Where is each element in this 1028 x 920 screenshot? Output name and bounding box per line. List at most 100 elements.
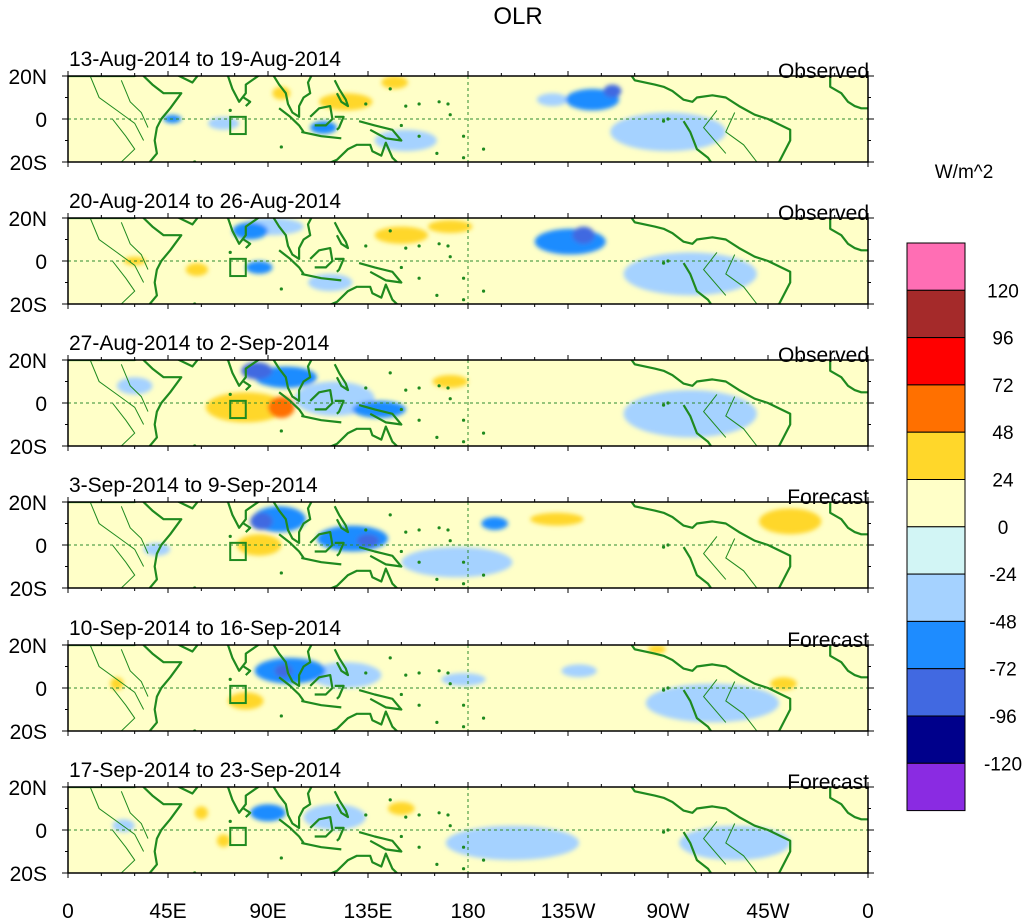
anomaly-blob bbox=[310, 662, 382, 688]
island bbox=[404, 815, 408, 819]
coastline bbox=[328, 852, 399, 873]
island bbox=[448, 113, 452, 117]
island bbox=[364, 386, 368, 390]
map-panel: 20N 0 20S 17-Sep-2014 to 23-Sep-2014 Forecas… bbox=[8, 759, 874, 886]
country-border bbox=[120, 364, 149, 412]
coastline bbox=[309, 815, 334, 838]
island bbox=[661, 688, 666, 692]
region-box bbox=[229, 257, 247, 278]
coastline bbox=[301, 414, 342, 424]
coastline bbox=[68, 218, 183, 304]
lat-tick-label: 20N bbox=[8, 66, 47, 89]
coastline bbox=[328, 710, 399, 731]
island bbox=[661, 545, 666, 549]
island bbox=[446, 244, 450, 248]
coastline bbox=[829, 218, 868, 252]
anomaly-blob bbox=[381, 76, 408, 89]
island bbox=[661, 403, 666, 407]
island bbox=[228, 108, 232, 112]
colorbar-label: 0 bbox=[998, 518, 1009, 539]
island bbox=[364, 102, 368, 106]
coastline bbox=[242, 96, 252, 107]
island bbox=[461, 298, 466, 302]
island bbox=[661, 119, 666, 123]
coastline bbox=[333, 79, 350, 108]
island bbox=[404, 104, 408, 108]
anomaly-blob bbox=[534, 228, 606, 255]
coastline bbox=[68, 360, 183, 446]
anomaly-blob bbox=[236, 534, 282, 556]
coastline bbox=[829, 645, 868, 679]
island bbox=[388, 513, 392, 517]
country-border bbox=[112, 402, 136, 446]
country-border bbox=[702, 394, 727, 438]
coastline bbox=[242, 380, 252, 391]
island bbox=[279, 856, 283, 860]
island bbox=[279, 714, 283, 718]
island bbox=[417, 418, 421, 422]
panel-ticks bbox=[62, 497, 874, 593]
island bbox=[388, 87, 392, 91]
anomaly-field bbox=[110, 645, 797, 723]
coastline bbox=[682, 404, 713, 446]
island bbox=[437, 100, 441, 104]
island bbox=[435, 151, 439, 155]
region-box bbox=[229, 684, 247, 705]
anomaly-blob bbox=[216, 834, 231, 848]
coastline bbox=[630, 218, 792, 304]
panels-group: 20N 0 20S 13-Aug-2014 to 19-Aug-2014 Observe… bbox=[8, 48, 874, 886]
colorbar-label: -48 bbox=[989, 612, 1016, 633]
anomaly-blob bbox=[194, 806, 208, 820]
country-border bbox=[89, 218, 145, 283]
island bbox=[461, 725, 466, 729]
island bbox=[404, 246, 408, 250]
anomaly-blob bbox=[603, 84, 622, 98]
panel-kind-label: Forecast bbox=[787, 771, 869, 794]
coastline bbox=[309, 673, 334, 696]
coastline bbox=[358, 546, 403, 568]
map-panel: 20N 0 20S 27-Aug-2014 to 2-Sep-2014 Observed bbox=[8, 332, 874, 459]
colorbar-swatch bbox=[906, 715, 966, 764]
coastline bbox=[333, 505, 350, 534]
panel-ticks bbox=[62, 782, 874, 878]
anomaly-blob bbox=[481, 517, 508, 530]
coastline bbox=[334, 399, 345, 415]
island bbox=[404, 673, 408, 677]
lon-tick-label: 45W bbox=[746, 900, 789, 920]
anomaly-blob bbox=[536, 93, 568, 107]
anomaly-field bbox=[163, 76, 726, 152]
lat-tick-label: 20S bbox=[10, 578, 47, 601]
country-border bbox=[112, 687, 136, 731]
island bbox=[388, 229, 392, 233]
island bbox=[364, 244, 368, 248]
coastlines bbox=[68, 645, 868, 731]
coastline bbox=[334, 826, 345, 842]
lat-tick-label: 0 bbox=[35, 820, 47, 843]
coastline bbox=[358, 404, 403, 426]
country-border bbox=[725, 538, 758, 588]
coastline bbox=[682, 546, 713, 588]
coastline bbox=[682, 831, 713, 873]
anomaly-blob bbox=[432, 375, 468, 388]
island bbox=[388, 656, 392, 660]
coastlines bbox=[68, 787, 868, 873]
coastline bbox=[278, 676, 305, 702]
island bbox=[437, 669, 441, 673]
panel-period-label: 13-Aug-2014 to 19-Aug-2014 bbox=[69, 48, 341, 71]
coastline bbox=[328, 141, 399, 162]
island bbox=[417, 845, 421, 849]
country-border bbox=[112, 829, 136, 873]
lat-tick-label: 20S bbox=[10, 863, 47, 886]
lat-tick-label: 20N bbox=[8, 350, 47, 373]
panel-kind-label: Forecast bbox=[787, 629, 869, 652]
island bbox=[448, 397, 452, 401]
anomaly-blob bbox=[356, 534, 380, 548]
island bbox=[448, 824, 452, 828]
island bbox=[446, 813, 450, 817]
panel-period-label: 27-Aug-2014 to 2-Sep-2014 bbox=[69, 332, 330, 355]
anomaly-blob bbox=[250, 804, 286, 822]
island bbox=[228, 677, 232, 682]
coastline bbox=[301, 556, 342, 566]
coastline bbox=[328, 425, 399, 446]
panel-period-label: 10-Sep-2014 to 16-Sep-2014 bbox=[69, 617, 341, 640]
